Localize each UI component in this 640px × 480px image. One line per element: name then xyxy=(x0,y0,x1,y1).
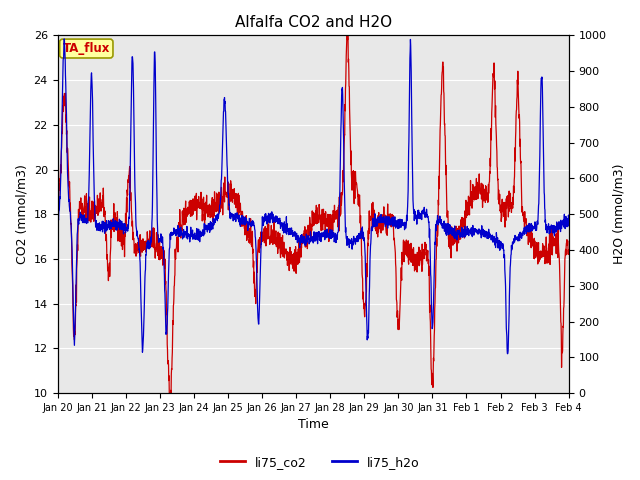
li75_h2o xyxy=(550,233,558,239)
li75_h2o xyxy=(456,230,464,236)
Title: Alfalfa CO2 and H2O: Alfalfa CO2 and H2O xyxy=(235,15,392,30)
Y-axis label: CO2 (mmol/m3): CO2 (mmol/m3) xyxy=(15,164,28,264)
li75_co2 xyxy=(550,239,558,244)
li75_h2o xyxy=(550,228,558,234)
li75_co2 xyxy=(80,207,88,213)
li75_h2o xyxy=(60,36,68,42)
li75_co2 xyxy=(343,33,351,38)
li75_co2 xyxy=(303,236,310,242)
li75_h2o xyxy=(565,216,573,221)
li75_co2 xyxy=(289,252,296,257)
li75_h2o xyxy=(80,213,88,219)
li75_h2o xyxy=(54,218,61,224)
Legend: li75_co2, li75_h2o: li75_co2, li75_h2o xyxy=(215,451,425,474)
li75_co2 xyxy=(165,390,173,396)
Line: li75_co2: li75_co2 xyxy=(58,36,569,393)
li75_h2o xyxy=(303,231,310,237)
li75_co2 xyxy=(565,251,573,257)
X-axis label: Time: Time xyxy=(298,419,328,432)
li75_co2 xyxy=(457,236,465,242)
li75_co2 xyxy=(550,242,558,248)
Line: li75_h2o: li75_h2o xyxy=(58,39,569,354)
li75_co2 xyxy=(54,203,61,209)
Y-axis label: H2O (mmol/m3): H2O (mmol/m3) xyxy=(612,164,625,264)
Text: TA_flux: TA_flux xyxy=(63,42,110,55)
li75_h2o xyxy=(504,351,511,357)
li75_h2o xyxy=(289,234,296,240)
